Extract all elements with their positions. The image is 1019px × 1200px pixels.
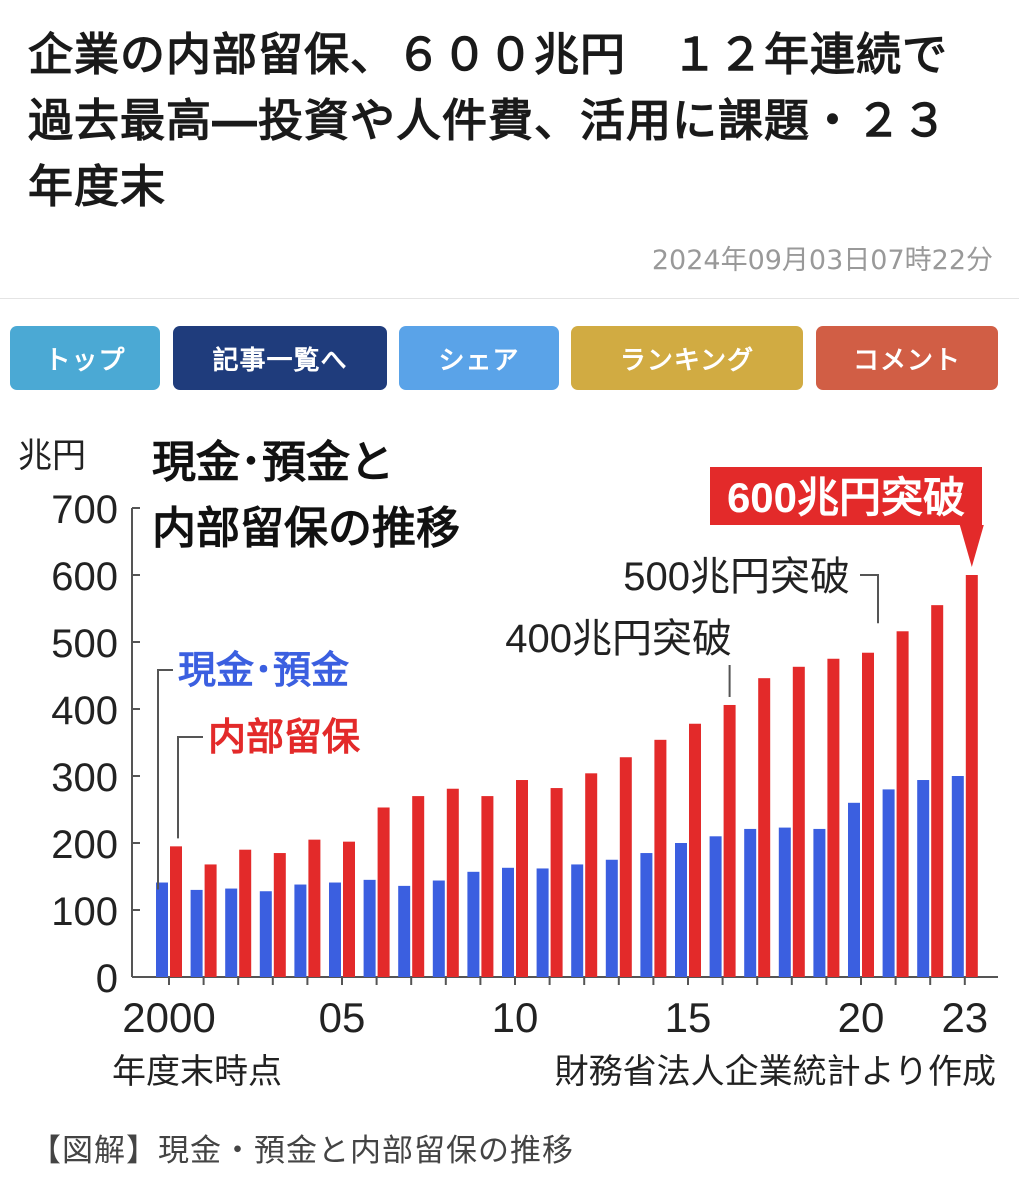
x-tick-label: 05 (319, 994, 366, 1041)
bar-retained-earnings (481, 796, 494, 977)
x-tick-label: 10 (492, 994, 539, 1041)
bar-retained-earnings (204, 864, 217, 977)
bar-retained-earnings (343, 841, 355, 977)
article-timestamp: 2024年09月03日07時22分 (651, 245, 993, 276)
bar-cash-deposits (329, 882, 341, 977)
bar-cash-deposits (259, 891, 272, 977)
bar-retained-earnings (516, 780, 528, 977)
bar-retained-earnings (792, 666, 805, 977)
share-button[interactable]: シェア (399, 326, 559, 390)
series-label-cash-deposits: 現金･預金 (178, 649, 350, 692)
x-tick-label: 20 (838, 994, 885, 1041)
bar-cash-deposits (675, 843, 687, 977)
bar-cash-deposits (813, 828, 826, 977)
bar-cash-deposits (398, 885, 411, 977)
top-button[interactable]: トップ (10, 326, 160, 390)
y-tick-label: 600 (51, 555, 118, 599)
bar-cash-deposits (571, 864, 584, 977)
y-tick-label: 200 (51, 823, 118, 867)
bar-cash-deposits (294, 884, 307, 977)
bar-cash-deposits (432, 880, 445, 977)
bar-cash-deposits (502, 867, 514, 977)
bar-retained-earnings (412, 796, 425, 977)
y-tick-label: 400 (51, 689, 118, 733)
x-axis-note: 年度末時点 (112, 1052, 282, 1092)
bar-cash-deposits (778, 827, 791, 977)
bar-cash-deposits (917, 780, 930, 977)
chart-title-line1: 現金･預金と (152, 438, 394, 487)
bar-cash-deposits (467, 871, 480, 977)
bar-cash-deposits (640, 853, 653, 977)
bar-retained-earnings (308, 839, 321, 977)
bar-retained-earnings (273, 853, 286, 977)
bar-retained-earnings (619, 757, 632, 977)
x-tick-label: 15 (665, 994, 712, 1041)
article-headline: 企業の内部留保、６００兆円 １２年連続で過去最高―投資や人件費、活用に課題・２３… (28, 28, 949, 213)
bar-retained-earnings (654, 739, 667, 977)
leader-line-cash-deposits (157, 669, 173, 890)
bar-cash-deposits (605, 859, 618, 977)
bar-retained-earnings (862, 652, 874, 977)
figure-caption: 【図解】現金・預金と内部留保の推移 (30, 1133, 574, 1169)
divider (0, 298, 1019, 299)
annotation-400-label: 400兆円突破 (505, 617, 732, 661)
bar-retained-earnings (585, 773, 598, 977)
x-tick-label: 23 (941, 994, 988, 1041)
bar-cash-deposits (536, 868, 549, 977)
bar-retained-earnings (550, 788, 563, 977)
bar-retained-earnings (689, 723, 701, 977)
annotation-600-label: 600兆円突破 (727, 474, 965, 521)
ranking-button[interactable]: ランキング (571, 326, 803, 390)
bar-cash-deposits (190, 889, 203, 977)
y-tick-label: 300 (51, 756, 118, 800)
bar-retained-earnings (758, 678, 771, 977)
y-tick-label: 500 (51, 622, 118, 666)
bar-retained-earnings (446, 788, 459, 977)
bar-retained-earnings (827, 658, 840, 977)
bar-cash-deposits (951, 776, 964, 977)
comment-button[interactable]: コメント (816, 326, 998, 390)
y-tick-label: 700 (51, 488, 118, 532)
bar-cash-deposits (882, 789, 895, 977)
annotation-600-pointer (959, 525, 984, 567)
bar-cash-deposits (709, 836, 722, 977)
bar-retained-earnings (931, 605, 944, 977)
chart-figure: 兆円 0 100 200 300 400 500 600 700 2000 05 10 15 20 23 現金… (10, 415, 1010, 1105)
article-nav-bar: トップ 記事一覧へ シェア ランキング コメント (10, 326, 1000, 390)
series-label-retained-earnings: 内部留保 (208, 717, 361, 759)
bar-retained-earnings (377, 807, 390, 977)
annotation-600-box (710, 467, 982, 525)
bar-retained-earnings (965, 575, 978, 977)
annotation-500-leader (860, 574, 879, 624)
bar-cash-deposits (848, 802, 860, 977)
chart-title-line2: 内部留保の推移 (152, 504, 460, 553)
y-axis-unit-label: 兆円 (18, 437, 86, 475)
article-list-button[interactable]: 記事一覧へ (173, 326, 387, 390)
y-tick-label: 0 (96, 957, 118, 1001)
bar-cash-deposits (744, 828, 757, 977)
bar-cash-deposits (225, 888, 238, 977)
bar-cash-deposits (363, 879, 376, 977)
chart-source: 財務省法人企業統計より作成 (555, 1052, 996, 1092)
bar-retained-earnings (896, 631, 909, 977)
bar-retained-earnings (239, 849, 252, 977)
y-tick-label: 100 (51, 890, 118, 934)
leader-line-retained-earnings (177, 736, 203, 839)
bar-retained-earnings (170, 846, 182, 977)
cash-and-retained-earnings-chart: 兆円 0 100 200 300 400 500 600 700 2000 05 10 15 20 23 現金… (18, 437, 998, 1092)
bar-retained-earnings (723, 704, 736, 977)
annotation-500-label: 500兆円突破 (623, 555, 850, 599)
x-tick-label: 2000 (122, 994, 215, 1041)
bar-cash-deposits (156, 882, 168, 977)
